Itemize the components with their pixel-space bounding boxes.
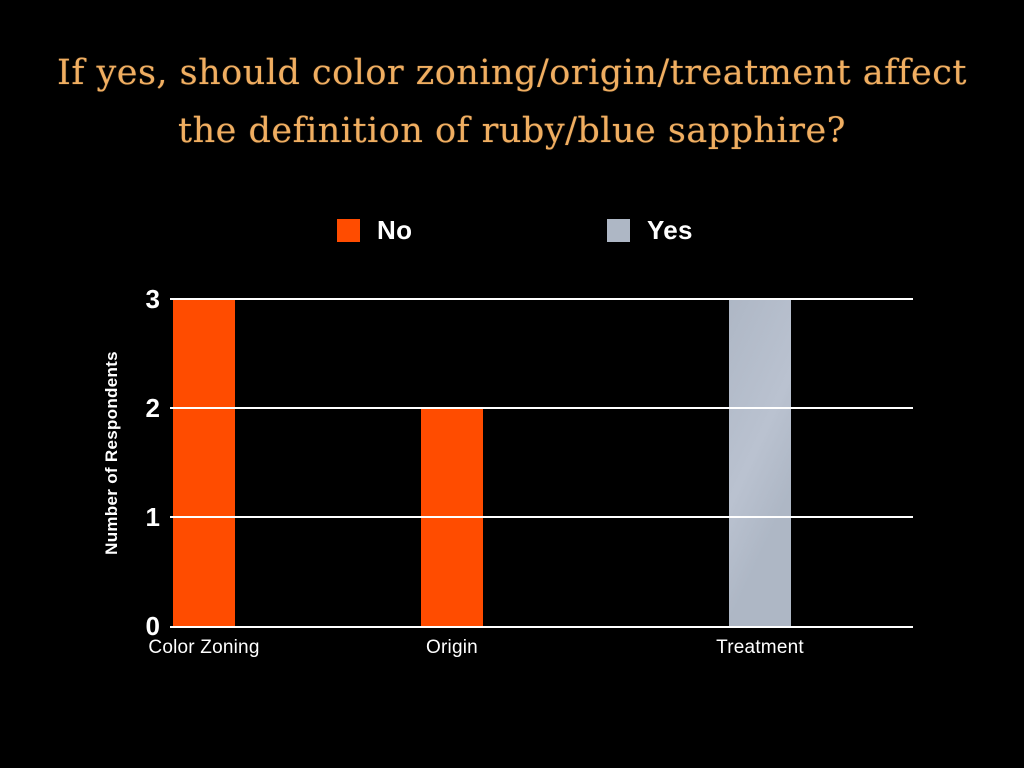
- gridline-y-3: [170, 298, 913, 300]
- category-label-origin: Origin: [426, 637, 478, 658]
- legend-label-no: No: [377, 214, 413, 245]
- bar-color-zoning: [173, 300, 235, 627]
- bar-treatment: [729, 300, 791, 627]
- y-tick-label-0: 0: [145, 611, 160, 641]
- chart-title-line-2: the definition of ruby/blue sapphire?: [178, 111, 846, 151]
- legend-swatch-yes: [607, 218, 630, 242]
- legend-swatch-no: [337, 218, 360, 242]
- x-axis-baseline: [170, 626, 913, 628]
- gridline-y-1: [170, 516, 913, 518]
- y-tick-label-3: 3: [145, 284, 160, 314]
- category-label-color-zoning: Color Zoning: [148, 637, 260, 658]
- category-label-treatment: Treatment: [716, 637, 804, 658]
- chart-title: If yes, should color zoning/origin/treat…: [52, 44, 972, 160]
- y-tick-label-2: 2: [145, 393, 160, 423]
- y-tick-label-1: 1: [145, 502, 160, 532]
- legend-item-no: No: [337, 214, 412, 246]
- gridline-y-2: [170, 407, 913, 409]
- legend-label-yes: Yes: [647, 214, 693, 245]
- bar-origin: [421, 409, 483, 627]
- chart-title-line-1: If yes, should color zoning/origin/treat…: [57, 53, 967, 93]
- legend-item-yes: Yes: [607, 214, 693, 246]
